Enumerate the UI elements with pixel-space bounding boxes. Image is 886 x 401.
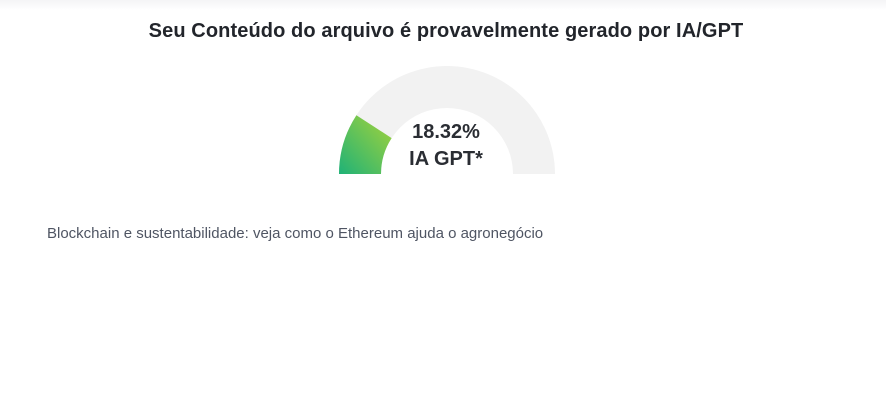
ai-probability-gauge	[339, 66, 555, 174]
result-heading: Seu Conteúdo do arquivo é provavelmente …	[148, 20, 744, 42]
gauge-track	[339, 66, 555, 174]
top-divider	[0, 0, 886, 10]
file-title: Blockchain e sustentabilidade: veja como…	[47, 225, 544, 242]
gauge-percent: 18.32%	[412, 121, 480, 143]
gauge-fill	[339, 115, 392, 174]
gauge-label: IA GPT*	[409, 148, 483, 170]
gauge-svg	[339, 66, 555, 174]
